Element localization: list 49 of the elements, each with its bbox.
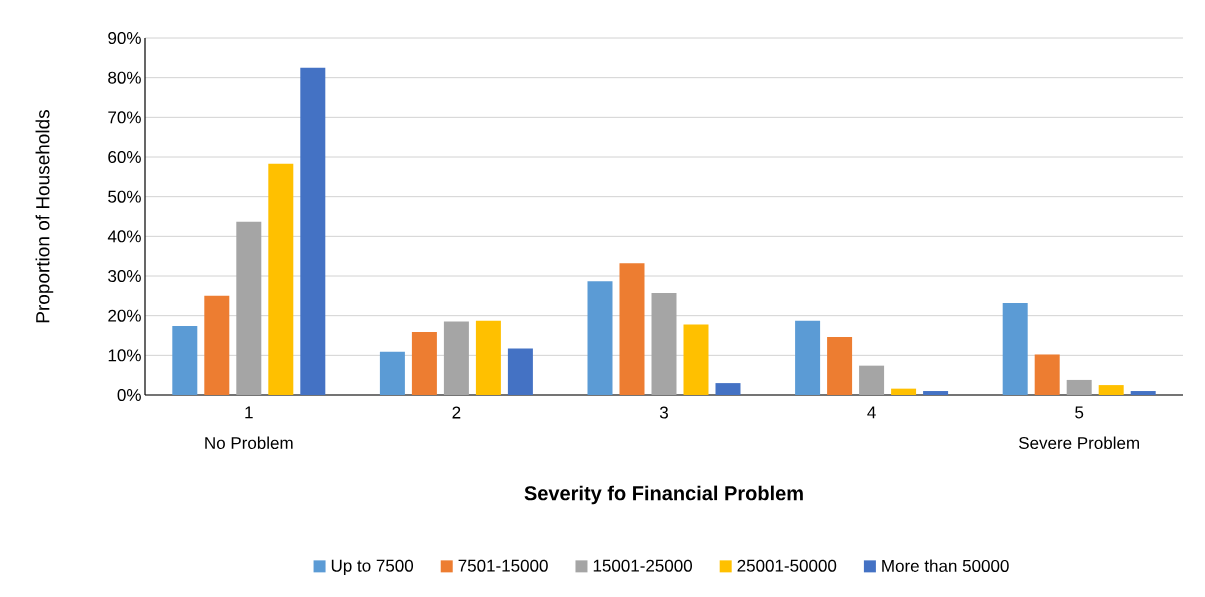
bar [300, 67, 326, 395]
y-tick-label: 40% [107, 230, 141, 243]
bar [443, 321, 469, 395]
x-tick-label: 3 [659, 406, 668, 419]
y-tick-label: 60% [108, 150, 141, 164]
bar [715, 383, 741, 395]
bar [1002, 302, 1028, 395]
x-tick-label: 5 [1075, 406, 1084, 419]
bar [1130, 391, 1156, 395]
bar [619, 263, 645, 395]
bar [1098, 385, 1124, 395]
bar [1066, 379, 1092, 395]
bar [923, 391, 949, 395]
bar [204, 295, 230, 395]
bar [379, 351, 405, 395]
bar [172, 325, 198, 395]
bar [1034, 354, 1060, 395]
legend-label: 25001-50000 [737, 559, 837, 572]
bar [587, 281, 613, 395]
y-tick-label: 20% [108, 309, 141, 322]
legend-label: 15001-25000 [593, 559, 692, 572]
bar [827, 337, 853, 395]
bar [891, 388, 917, 395]
bar [683, 324, 709, 395]
y-tick-label: 50% [108, 190, 141, 203]
x-tick-label: 4 [867, 406, 876, 419]
bar [268, 163, 294, 395]
legend-label: 7501-15000 [458, 559, 548, 572]
y-tick-label: 90% [108, 31, 141, 45]
x-tick-label: 1 [245, 406, 253, 419]
y-tick-label: 30% [108, 269, 141, 283]
bar [651, 293, 677, 395]
text: Severe Problem [1019, 436, 1139, 450]
legend-label: Up to 7500 [331, 559, 414, 576]
y-tick-label: 0% [117, 388, 141, 402]
x-axis-title: Severity fo Financial Problem [524, 485, 803, 505]
y-tick-label: 70% [108, 111, 141, 124]
y-tick-label: 80% [108, 71, 141, 84]
text: No Problem [205, 436, 293, 450]
bar [859, 365, 885, 395]
legend-label: More than 50000 [882, 559, 1009, 572]
bar [795, 320, 821, 395]
y-tick-label: 10% [108, 349, 141, 362]
x-tick-label: 2 [452, 406, 461, 419]
bar [236, 221, 262, 395]
bar [507, 348, 533, 395]
bar [475, 320, 501, 395]
y-axis-title: Proportion of Households [35, 110, 54, 323]
bar [411, 331, 437, 395]
